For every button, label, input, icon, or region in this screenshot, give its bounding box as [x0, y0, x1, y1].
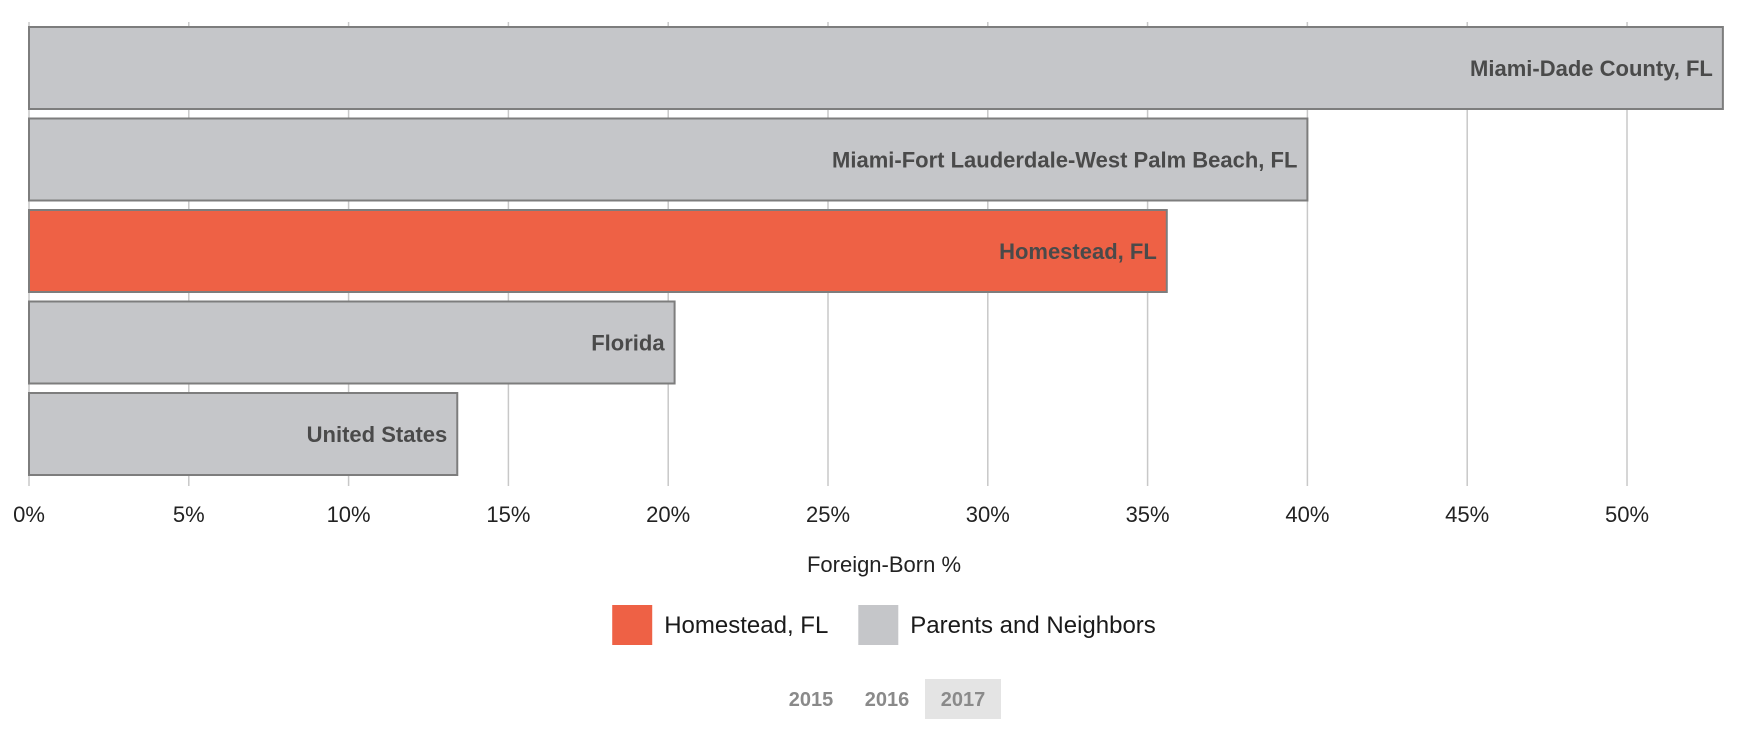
bar-labels: Miami-Dade County, FL Miami-Fort Lauderda…: [307, 56, 1713, 447]
year-tab-label: 2016: [865, 689, 910, 711]
bar[interactable]: [28, 392, 459, 476]
bar-label: Miami-Dade County, FL: [1470, 56, 1713, 81]
legend-label: Parents and Neighbors: [910, 612, 1155, 639]
legend-label: Homestead, FL: [664, 612, 828, 639]
x-tick-label: 15%: [486, 502, 530, 527]
bar[interactable]: [28, 209, 1168, 293]
x-tick-label: 40%: [1285, 502, 1329, 527]
x-axis-ticks: 0% 5% 10% 15% 20% 25% 30% 35% 40% 45% 50%: [13, 502, 1649, 527]
year-tab-label: 2017: [941, 689, 986, 711]
x-tick-label: 20%: [646, 502, 690, 527]
year-tab-2017[interactable]: 2017: [925, 679, 1001, 719]
x-tick-label: 45%: [1445, 502, 1489, 527]
x-tick-label: 0%: [13, 502, 45, 527]
year-tabs: 2015 2016 2017: [789, 679, 1001, 719]
x-tick-label: 50%: [1605, 502, 1649, 527]
bar-label: Florida: [591, 331, 665, 356]
bar-label: United States: [307, 422, 448, 447]
x-tick-label: 5%: [173, 502, 205, 527]
year-tab-2015[interactable]: 2015: [789, 689, 834, 711]
bars: [28, 26, 1724, 476]
year-tab-label: 2015: [789, 689, 834, 711]
x-axis-title: Foreign-Born %: [807, 552, 961, 577]
legend-entry[interactable]: Parents and Neighbors: [858, 605, 1156, 645]
bar[interactable]: [28, 117, 1309, 202]
bar-label: Miami-Fort Lauderdale-West Palm Beach, F…: [832, 148, 1297, 173]
legend: Homestead, FL Parents and Neighbors: [612, 605, 1156, 645]
bar[interactable]: [28, 26, 1724, 110]
year-tab-2016[interactable]: 2016: [865, 689, 910, 711]
x-tick-label: 25%: [806, 502, 850, 527]
x-tick-label: 10%: [327, 502, 371, 527]
x-tick-label: 35%: [1126, 502, 1170, 527]
x-tick-label: 30%: [966, 502, 1010, 527]
legend-entry[interactable]: Homestead, FL: [612, 605, 828, 645]
legend-swatch: [858, 605, 899, 645]
bar-label: Homestead, FL: [999, 239, 1157, 264]
legend-swatch: [612, 605, 653, 645]
year-tab-highlight: [925, 679, 1001, 719]
bar[interactable]: [28, 300, 676, 385]
